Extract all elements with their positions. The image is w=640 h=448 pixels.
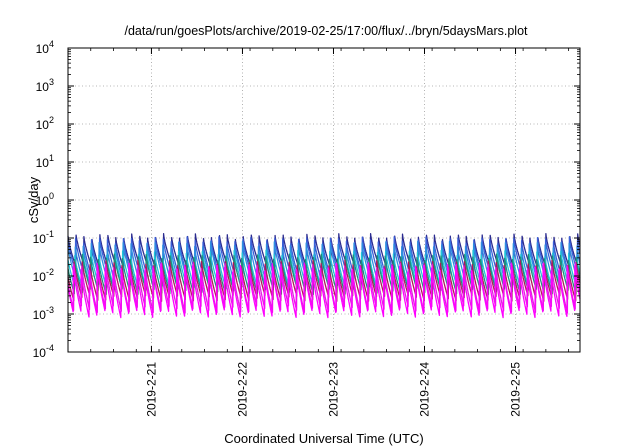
x-tick-label: 2019-2-25	[509, 362, 523, 417]
grid-lines	[68, 48, 580, 352]
y-tick-label: 10-4	[33, 343, 54, 360]
y-tick-label: 10-2	[33, 267, 54, 284]
axis-ticks	[68, 47, 580, 353]
y-tick-label: 10-3	[33, 305, 54, 322]
x-axis-title: Coordinated Universal Time (UTC)	[224, 431, 423, 446]
y-axis-title: cSv/day	[26, 176, 41, 223]
x-tick-label: 2019-2-21	[144, 362, 158, 417]
y-tick-label: 103	[36, 77, 54, 94]
y-tick-label: 102	[36, 115, 54, 132]
series-line	[67, 233, 581, 270]
plot-series	[67, 233, 581, 319]
x-tick-label: 2019-2-23	[326, 362, 340, 417]
x-tick-labels: 2019-2-21 2019-2-22 2019-2-23 2019-2-24 2019…	[144, 362, 522, 417]
y-tick-label: 104	[36, 39, 54, 56]
x-tick-label: 2019-2-24	[418, 362, 432, 417]
chart-title: /data/run/goesPlots/archive/2019-02-25/1…	[124, 24, 528, 38]
series-line	[67, 262, 581, 319]
y-tick-label: 101	[36, 153, 54, 170]
y-tick-labels: 10-4 10-3 10-2 10-1 100 101 102 103 104	[33, 39, 54, 360]
y-tick-label: 100	[36, 191, 54, 208]
x-tick-label: 2019-2-22	[235, 362, 249, 417]
y-tick-label: 10-1	[33, 229, 54, 246]
